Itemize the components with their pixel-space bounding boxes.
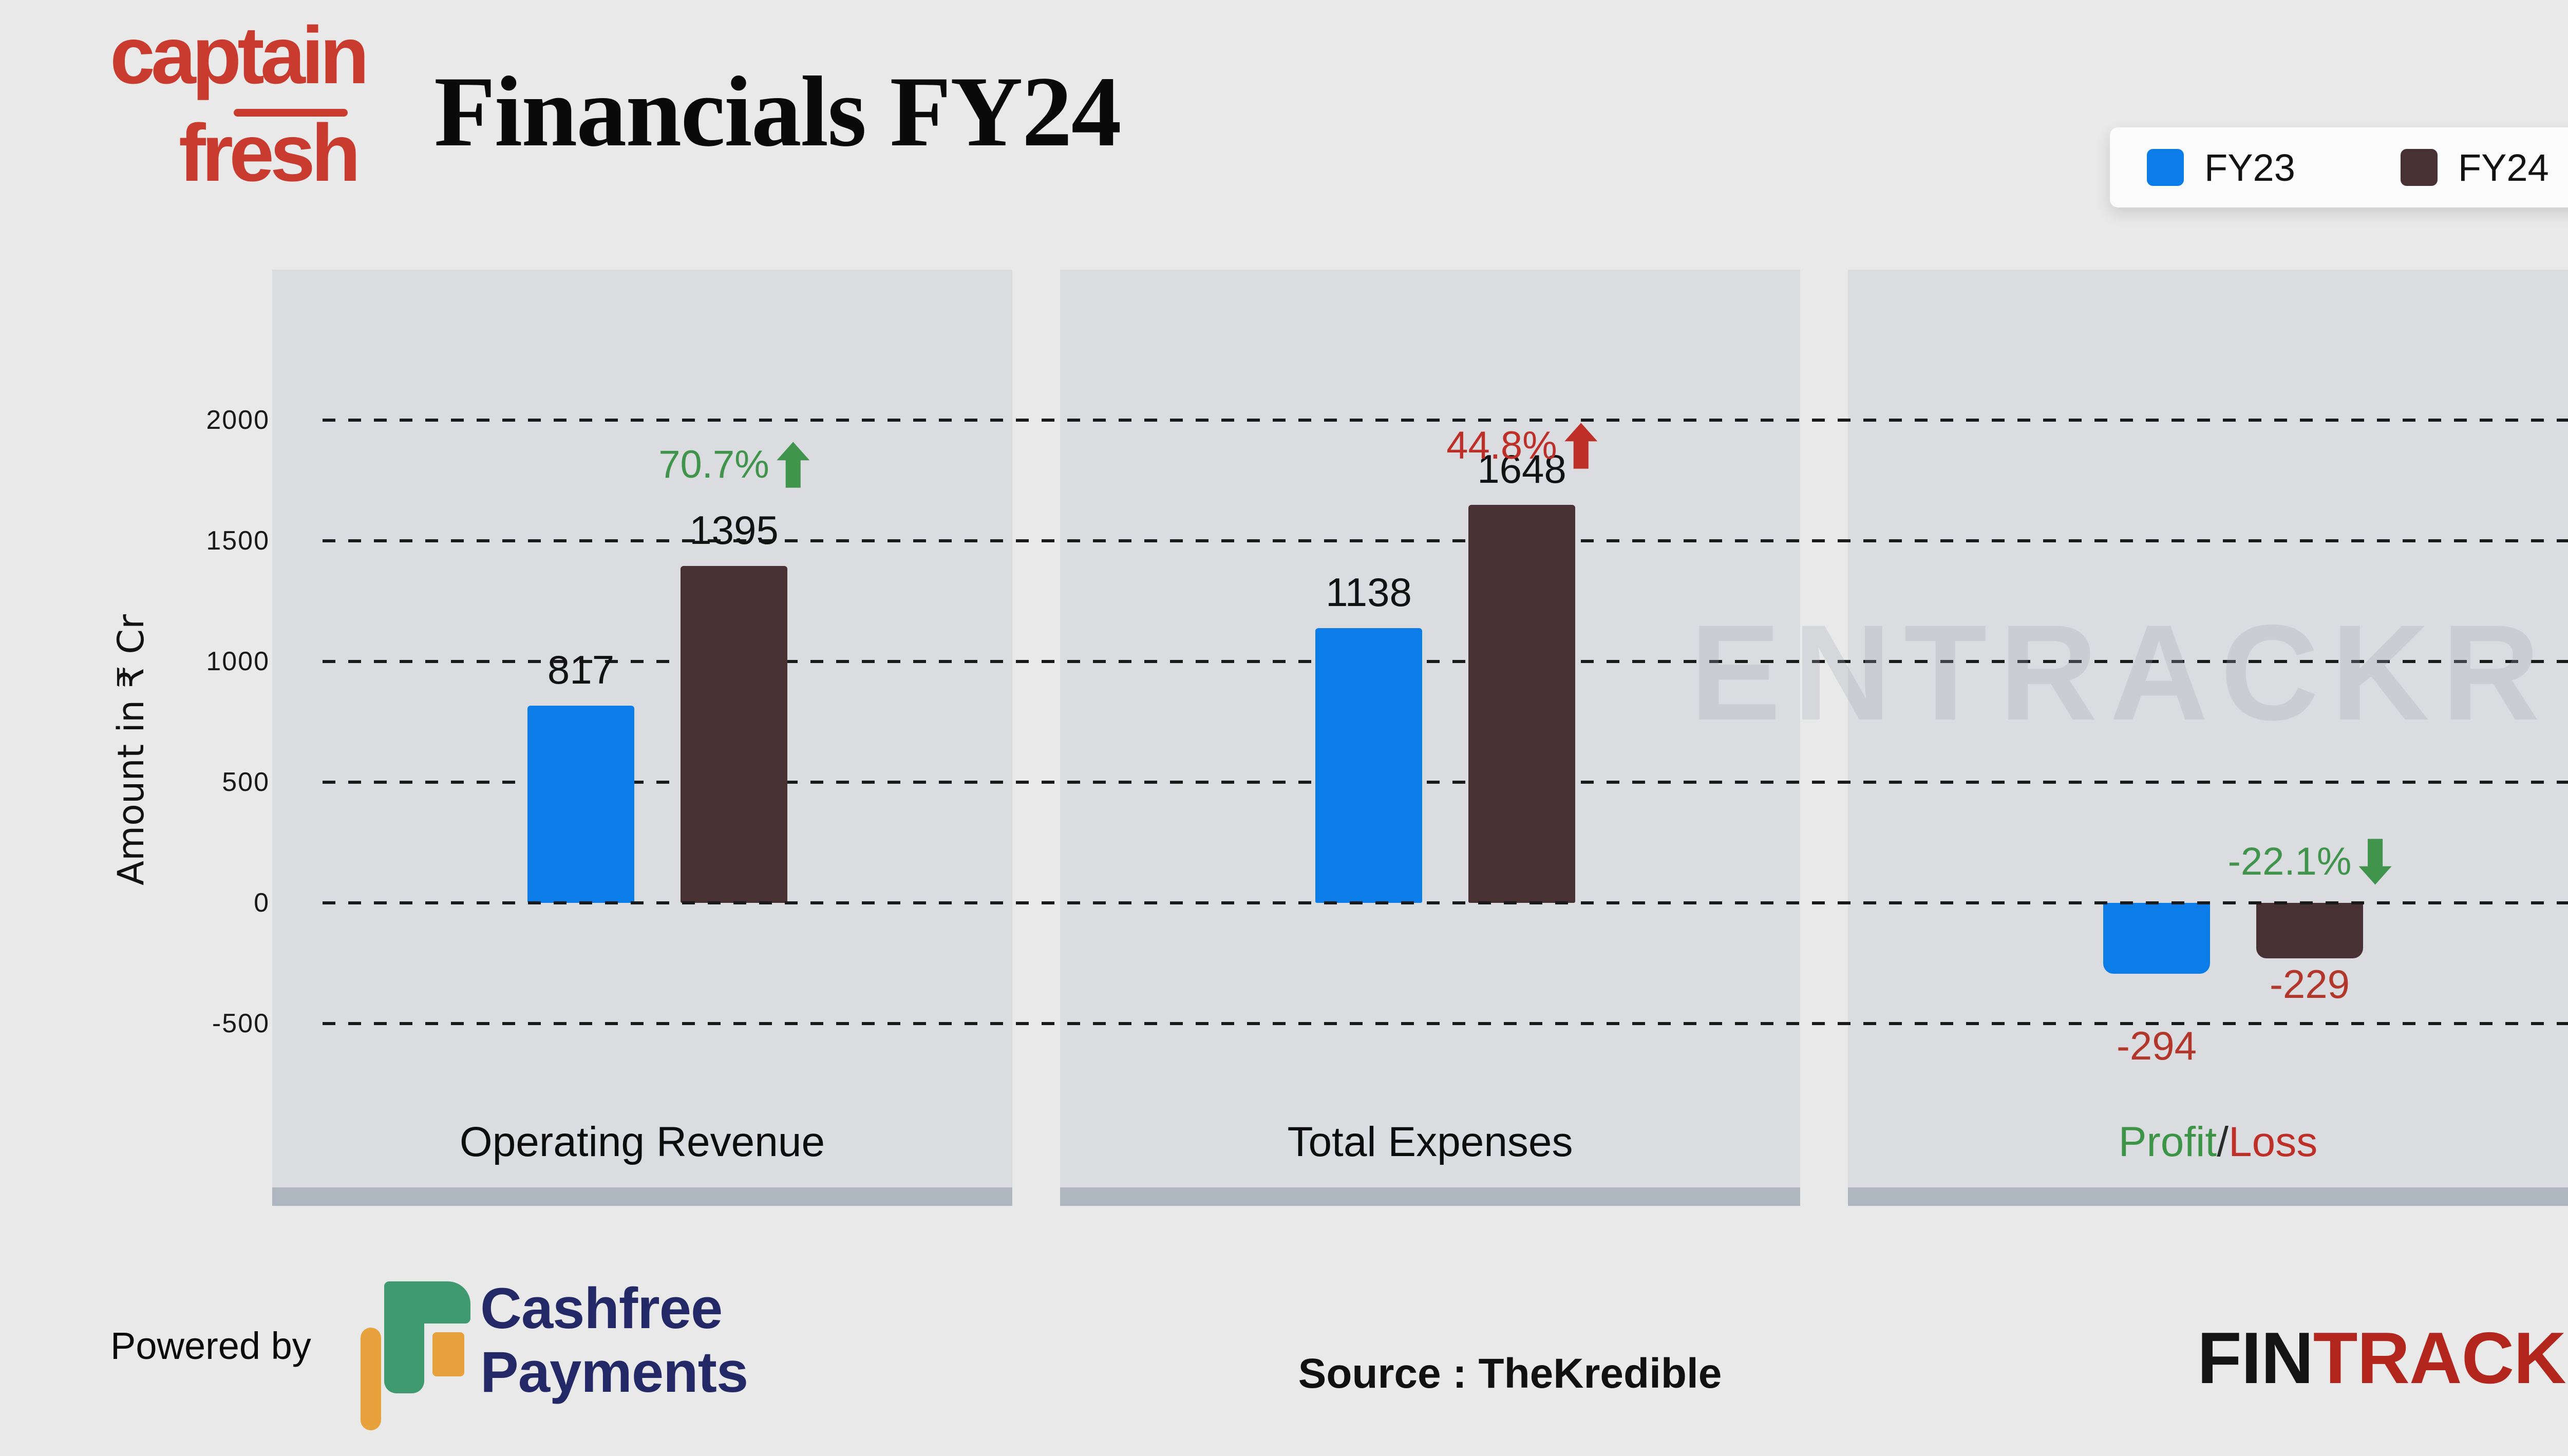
value-label: 817 bbox=[547, 647, 615, 692]
source-credit: Source : TheKredible bbox=[1298, 1350, 1722, 1397]
chart-panel-base-strip bbox=[1848, 1187, 2568, 1206]
cashfree-line2: Payments bbox=[480, 1340, 748, 1404]
bar-fy23-3 bbox=[2103, 903, 2210, 974]
arrow-down-icon bbox=[2358, 839, 2392, 885]
legend-swatch-fy23 bbox=[2147, 149, 2184, 186]
gridline bbox=[323, 781, 2568, 784]
chart-panel bbox=[1060, 270, 1800, 1187]
cashfree-line1: Cashfree bbox=[480, 1276, 723, 1340]
change-percent-text: 44.8% bbox=[1446, 424, 1557, 467]
change-label: 70.7% bbox=[658, 442, 809, 488]
y-tick-label: 2000 bbox=[206, 405, 270, 435]
cashfree-wordmark: Cashfree Payments bbox=[480, 1277, 748, 1404]
category-label: Operating Revenue bbox=[272, 1118, 1012, 1167]
change-percent-text: -22.1% bbox=[2227, 840, 2352, 883]
y-tick-label: 1000 bbox=[206, 647, 270, 676]
legend-label: FY23 bbox=[2204, 146, 2295, 189]
chart-panel-base-strip bbox=[272, 1187, 1012, 1206]
legend-item-fy24: FY24 bbox=[2400, 146, 2549, 190]
category-label-part: / bbox=[2217, 1119, 2229, 1165]
chart-panel bbox=[272, 270, 1012, 1187]
zero-gridline bbox=[323, 901, 2568, 904]
powered-by-text: Powered by bbox=[110, 1325, 311, 1367]
value-label: 1138 bbox=[1326, 570, 1412, 615]
y-tick-label: 500 bbox=[222, 767, 270, 797]
category-label-part: Total Expenses bbox=[1287, 1119, 1573, 1165]
category-label-part: Loss bbox=[2228, 1119, 2318, 1165]
logo-word-fresh: fresh bbox=[179, 108, 361, 198]
legend: FY23 FY24 bbox=[2110, 127, 2568, 207]
bar-fy24-1 bbox=[681, 566, 787, 903]
value-label: -229 bbox=[2269, 961, 2350, 1007]
change-label: 44.8% bbox=[1446, 423, 1597, 469]
fintrackr-logo: FINTRACKR bbox=[2197, 1320, 2568, 1397]
cashfree-mark-orange-bar bbox=[361, 1328, 381, 1430]
y-tick-label: 0 bbox=[254, 888, 270, 918]
arrow-up-icon bbox=[776, 442, 809, 488]
cashfree-mark-green-stem bbox=[384, 1281, 424, 1393]
logo-divider-bar bbox=[234, 109, 348, 117]
logo-word-captain: captain bbox=[110, 10, 369, 101]
arrow-up-icon bbox=[1564, 423, 1597, 469]
y-tick-label: -500 bbox=[212, 1009, 270, 1038]
bar-fy24-3 bbox=[2256, 903, 2363, 958]
legend-label: FY24 bbox=[2458, 146, 2549, 189]
page-title: Financials FY24 bbox=[434, 56, 1122, 167]
gridline bbox=[323, 419, 2568, 422]
gridline bbox=[323, 539, 2568, 542]
bar-fy23-1 bbox=[527, 706, 634, 903]
legend-item-fy23: FY23 bbox=[2147, 146, 2295, 190]
chart-panel-base-strip bbox=[1060, 1187, 1800, 1206]
category-label-part: Profit bbox=[2118, 1119, 2217, 1165]
gridline bbox=[323, 660, 2568, 663]
bar-fy23-2 bbox=[1315, 628, 1422, 903]
fintrackr-trackr: TRACKR bbox=[2313, 1317, 2568, 1399]
change-label: -22.1% bbox=[2228, 839, 2392, 885]
change-percent-text: 70.7% bbox=[658, 443, 769, 486]
category-label-part: Operating Revenue bbox=[459, 1119, 825, 1165]
y-tick-label: 1500 bbox=[206, 526, 270, 556]
legend-swatch-fy24 bbox=[2400, 149, 2438, 186]
bar-fy24-2 bbox=[1468, 505, 1575, 903]
chart-panel bbox=[1848, 270, 2568, 1187]
value-label: -294 bbox=[2116, 1023, 2197, 1069]
value-label: 1648 bbox=[1477, 446, 1566, 492]
fintrackr-fin: FIN bbox=[2197, 1317, 2314, 1399]
gridline bbox=[323, 1022, 2568, 1025]
value-label: 1395 bbox=[689, 507, 779, 553]
category-label: Total Expenses bbox=[1060, 1118, 1800, 1167]
category-label: Profit/Loss bbox=[1848, 1118, 2568, 1167]
cashfree-mark-orange-block bbox=[432, 1332, 464, 1376]
